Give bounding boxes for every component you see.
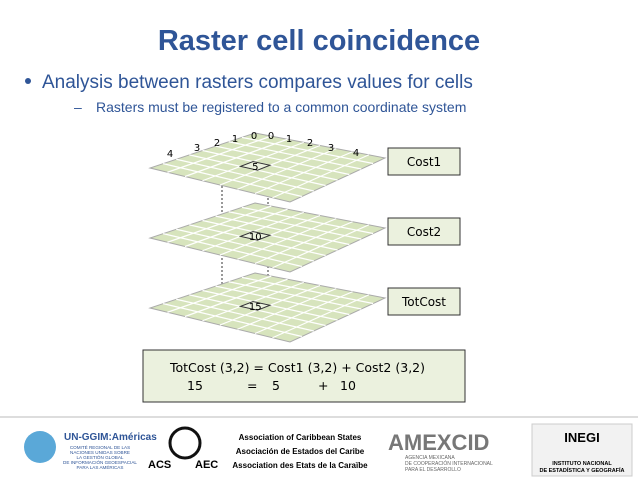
edge-number: 2 <box>307 138 313 149</box>
logo-amexcid: AMEXCID AGENCIA MEXICANA DE COOPERACIÓN … <box>388 430 493 473</box>
grid-line <box>237 288 337 330</box>
logo-inegi: INEGI INSTITUTO NACIONAL DE ESTADÍSTICA … <box>531 423 633 477</box>
cell-value: 5 <box>252 162 258 173</box>
highlight-cell <box>238 231 272 241</box>
grid-line <box>254 221 353 265</box>
cell-value: 10 <box>249 232 262 243</box>
formula-term: = <box>247 378 257 393</box>
edge-number: 2 <box>214 138 220 149</box>
bullet-dot <box>25 78 31 84</box>
grid-line <box>272 294 369 339</box>
raster-plane <box>148 132 387 203</box>
formula-term: 5 <box>272 378 280 393</box>
logo-text: Association of Caribbean States <box>239 433 362 442</box>
logo-text: Association des Etats de la Caraïbe <box>232 461 368 470</box>
grid-line <box>254 151 353 195</box>
grid-line <box>237 218 337 260</box>
edge-number: 4 <box>353 148 359 159</box>
edge-number: 0 <box>251 131 257 142</box>
grid-line <box>215 145 350 176</box>
grid-line <box>254 291 353 335</box>
grid-line <box>272 224 369 269</box>
formula-box <box>142 349 466 403</box>
edge-number: 1 <box>232 134 238 145</box>
edge-number: 3 <box>328 143 334 154</box>
sub-bullet: Rasters must be registered to a common c… <box>96 99 466 115</box>
logo-text: AGENCIA MEXICANA <box>405 455 455 461</box>
layer-label: Cost2 <box>407 225 441 239</box>
logo-unggim: UN-GGIM:Américas COMITÉ REGIONAL DE LAS … <box>24 431 157 470</box>
layer-label: TotCost <box>401 295 446 309</box>
raster-plane <box>148 272 387 343</box>
logo-text: LA GESTIÓN GLOBAL <box>77 454 124 460</box>
logo-acs: ACS AEC Association of Caribbean States … <box>148 426 368 471</box>
logo-box <box>531 423 633 477</box>
logo-text: Asociación de Estados del Caribe <box>236 447 365 456</box>
grid-line <box>237 148 337 190</box>
cell-value: 15 <box>249 302 262 313</box>
formula-line: TotCost (3,2) = Cost1 (3,2) + Cost2 (3,2… <box>169 360 425 375</box>
logo-mark <box>168 426 202 460</box>
logo-name: UN-GGIM:Américas <box>64 432 157 443</box>
edge-number: 1 <box>286 134 292 145</box>
highlight-cell <box>238 161 272 171</box>
raster-layer: 15 TotCost <box>148 272 461 343</box>
edge-number: 3 <box>194 143 200 154</box>
layer-label-box <box>387 287 461 316</box>
edge-number: 0 <box>268 131 274 142</box>
grid-line <box>228 211 362 240</box>
formula-term: 10 <box>340 378 356 393</box>
bullet: Analysis between rasters compares values… <box>42 72 473 93</box>
grid-line <box>272 154 369 199</box>
raster-layer: 5 Cost1 <box>148 132 461 203</box>
layer-label-box <box>387 217 461 246</box>
logo-text: DE COOPERACIÓN INTERNACIONAL <box>405 460 493 467</box>
raster-plane <box>148 202 387 273</box>
title: Raster cell coincidence <box>158 25 480 57</box>
logo-name: AEC <box>195 459 218 471</box>
logo-name: AMEXCID <box>388 430 489 455</box>
logo-text: COMITÉ REGIONAL DE LAS <box>70 444 130 450</box>
logo-name: INEGI <box>564 430 599 445</box>
layer-label: Cost1 <box>407 155 441 169</box>
grid-line <box>228 281 362 310</box>
raster-layer: 10 Cost2 <box>148 202 461 273</box>
dash: – <box>74 99 82 115</box>
highlight-cell <box>238 301 272 311</box>
grid-line <box>241 276 374 305</box>
formula-term: + <box>318 378 328 393</box>
logo-text: DE ESTADÍSTICA Y GEOGRAFÍA <box>539 466 624 474</box>
logo-mark <box>24 431 56 463</box>
logo-text: DE INFORMACIÓN GEOESPACIAL <box>63 459 137 465</box>
formula-term: 15 <box>187 378 203 393</box>
logo-name: ACS <box>148 459 171 471</box>
layer-label-box <box>387 147 461 176</box>
edge-number: 4 <box>167 149 173 160</box>
logo-text: PARA LAS AMÉRICAS <box>77 464 124 470</box>
grid-line <box>241 206 374 235</box>
grid-line <box>215 285 350 316</box>
grid-line <box>228 141 362 170</box>
grid-line <box>215 215 350 246</box>
logo-text: PARA EL DESARROLLO <box>405 467 461 473</box>
logo-text: INSTITUTO NACIONAL <box>552 461 612 467</box>
grid-line <box>241 136 374 165</box>
logo-text: NACIONES UNIDAS SOBRE <box>70 450 130 455</box>
